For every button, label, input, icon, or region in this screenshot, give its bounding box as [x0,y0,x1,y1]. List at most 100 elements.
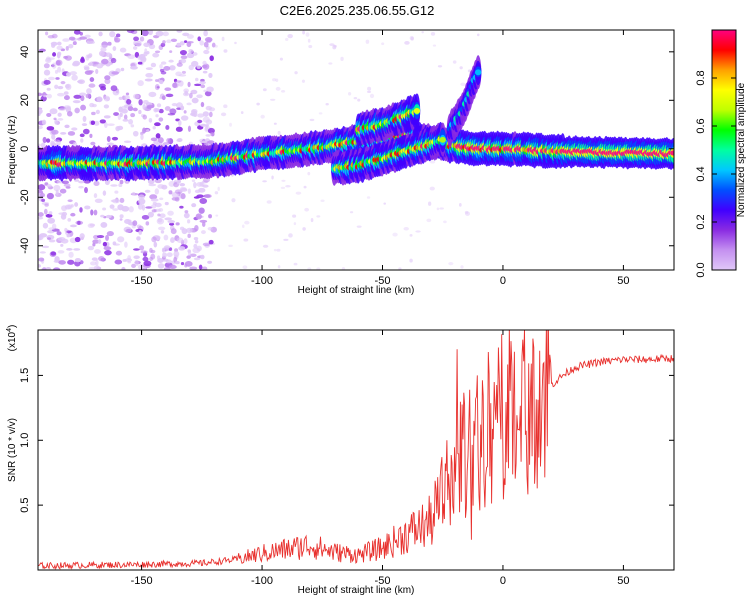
noise-blob [155,133,161,139]
noise-blob [56,231,62,236]
noise-blob [94,249,101,254]
noise-blob [47,34,55,39]
noise-blob [113,112,120,116]
noise-blob [74,260,81,267]
noise-blob [77,220,81,225]
noise-blob [90,209,94,216]
noise-blob [186,102,192,106]
noise-blob [199,140,208,144]
noise-blob [366,90,372,93]
noise-blob [43,208,48,215]
noise-blob [176,42,181,47]
noise-blob [175,126,183,132]
noise-blob [147,211,154,218]
noise-blob [198,264,203,270]
noise-blob [64,84,70,89]
noise-blob [73,30,81,35]
noise-blob [202,177,210,183]
noise-blob [93,193,98,199]
noise-blob [119,197,125,203]
noise-blob [280,186,286,189]
noise-blob [307,38,311,43]
heatmap-x-axis-label: Height of straight line (km) [298,285,415,296]
noise-blob [112,208,119,211]
noise-blob [123,114,128,121]
noise-blob [89,77,95,82]
noise-blob [202,266,208,270]
noise-blob [175,261,180,265]
noise-blob [80,138,84,143]
noise-blob [229,122,232,127]
noise-blob [84,66,90,71]
noise-blob [102,190,107,196]
noise-blob [90,120,96,126]
noise-blob [96,96,103,103]
noise-blob [152,126,156,130]
noise-blob [74,202,79,207]
noise-blob [97,239,102,245]
noise-blob [202,111,209,117]
noise-blob [38,108,43,115]
noise-blob [142,266,147,270]
noise-blob [126,30,135,34]
noise-blob [180,115,189,121]
noise-blob [437,65,443,68]
noise-blob [104,75,111,81]
noise-blob [133,93,140,99]
noise-blob [283,238,289,241]
noise-blob [114,37,121,43]
noise-blob [157,184,165,189]
noise-blob [277,265,281,269]
noise-blob [191,203,197,208]
noise-blob [295,191,302,195]
noise-blob [71,127,78,131]
noise-blob [178,246,186,251]
noise-blob [208,107,216,112]
noise-blob [169,222,175,226]
noise-blob [127,54,136,60]
colorbar-tick-label: 0.4 [695,166,707,181]
noise-blob [130,124,135,128]
noise-blob [105,234,109,242]
noise-blob [191,97,199,104]
noise-blob [197,113,205,118]
noise-blob [87,223,95,229]
noise-blob [47,237,52,240]
noise-blob [58,260,66,265]
noise-blob [192,52,198,56]
noise-blob [159,213,166,219]
ridge-mark [439,136,446,143]
noise-blob [132,191,136,196]
noise-blob [135,40,142,47]
noise-blob [69,71,78,76]
noise-blob [203,41,209,48]
noise-blob [52,52,57,57]
noise-blob [142,127,146,134]
noise-blob [87,62,94,66]
noise-blob [187,233,191,239]
noise-blob [98,50,105,57]
noise-blob [117,114,121,121]
noise-blob [159,63,163,69]
noise-blob [157,137,164,144]
noise-blob [98,256,105,262]
noise-blob [190,89,198,95]
noise-blob [275,86,281,91]
noise-blob [121,105,127,110]
noise-blob [202,242,211,247]
noise-blob [133,255,140,259]
noise-blob [106,231,114,237]
noise-blob [142,114,147,120]
noise-blob [149,256,153,261]
noise-blob [46,184,52,188]
noise-blob [281,179,286,182]
noise-blob [164,201,169,206]
noise-blob [58,107,66,111]
noise-blob [43,69,51,76]
noise-blob [77,79,85,85]
noise-blob [204,194,212,199]
noise-blob [409,35,414,41]
noise-blob [193,237,199,241]
noise-blob [280,90,286,93]
noise-blob [260,114,265,119]
